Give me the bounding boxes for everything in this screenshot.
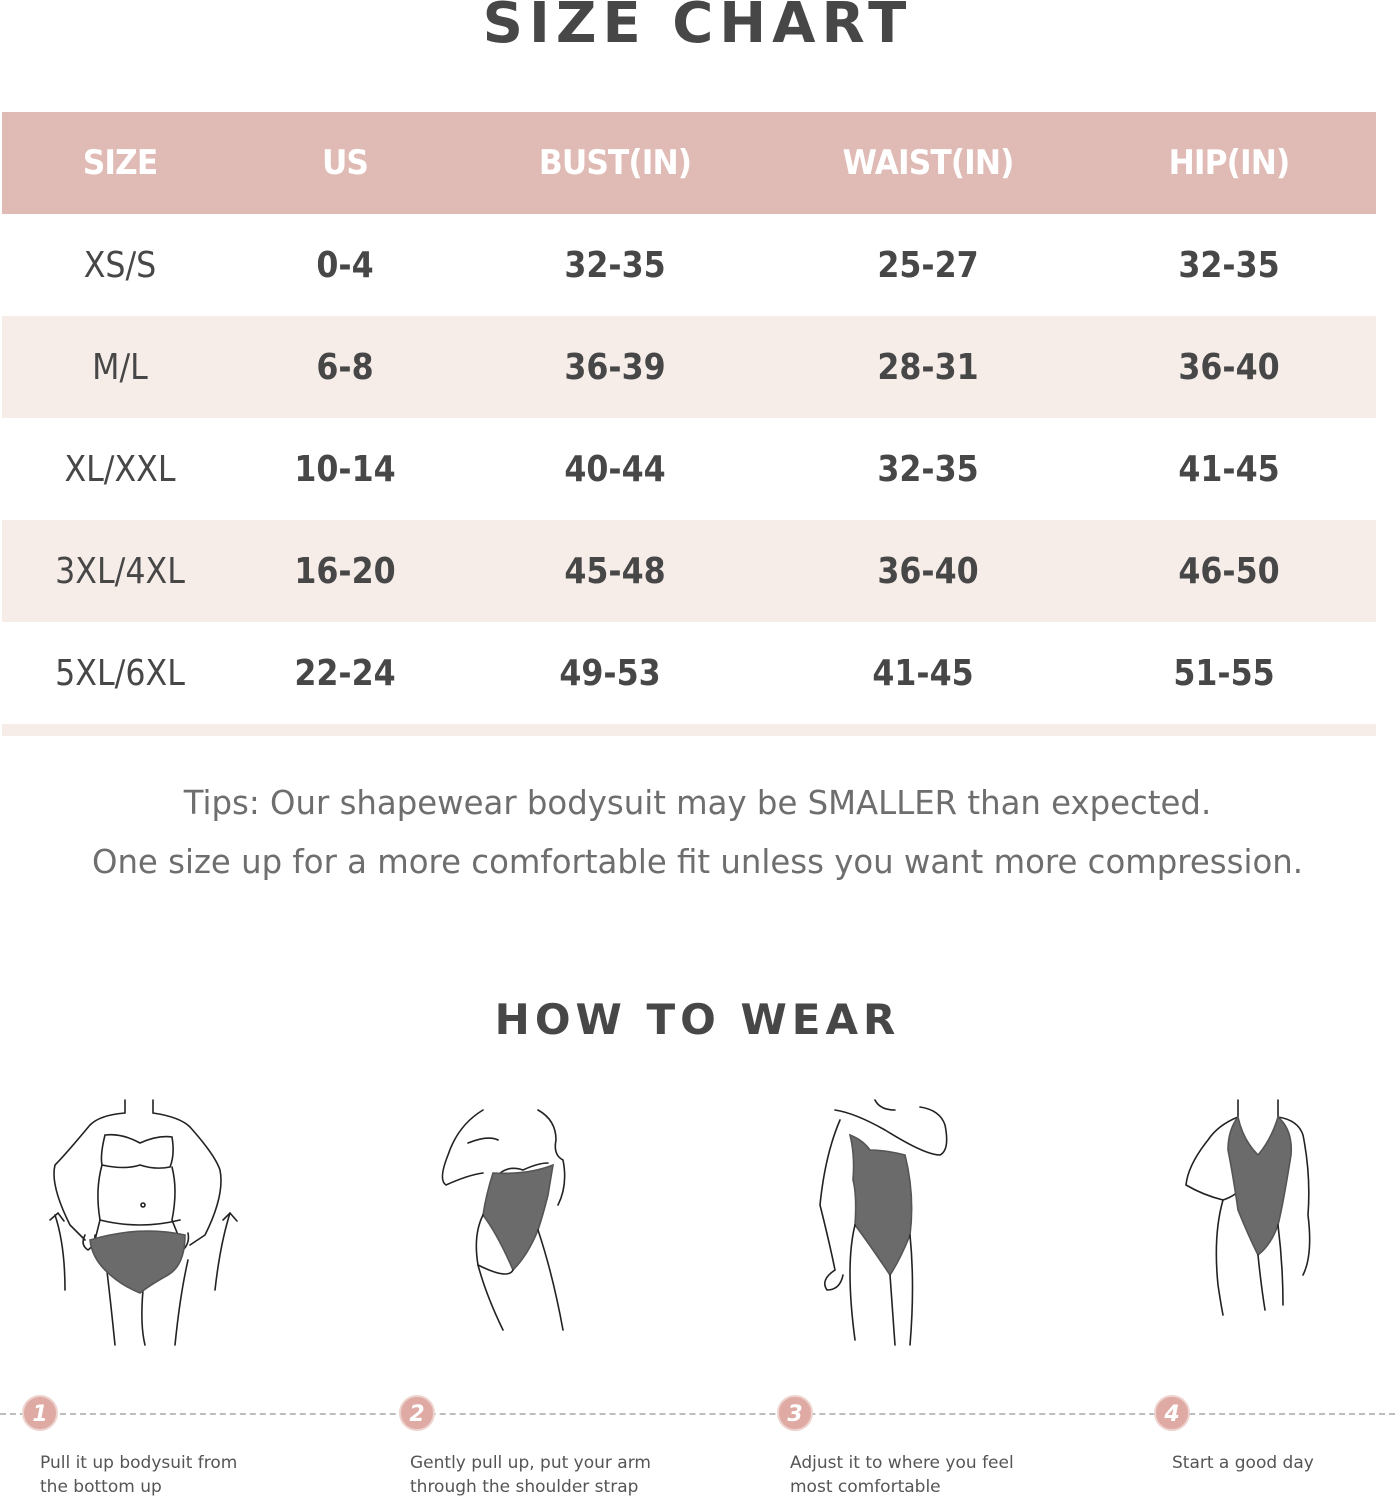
step-4-badge: 4 — [1154, 1395, 1190, 1431]
step-2-text: Gently pull up, put your arm through the… — [410, 1451, 651, 1499]
table-header-row: SIZE US BUST(IN) WAIST(IN) HIP(IN) — [2, 112, 1376, 214]
cell-us: 0-4 — [316, 244, 374, 286]
adjust-strap-illustration — [815, 1095, 980, 1355]
step-4-line-1: Start a good day — [1172, 1453, 1314, 1473]
step-1-line-1: Pull it up bodysuit from — [40, 1453, 238, 1473]
cell-waist: 36-40 — [877, 550, 979, 592]
header-size: SIZE — [82, 143, 158, 183]
step-2-line-1: Gently pull up, put your arm — [410, 1453, 651, 1473]
cell-bust: 49-53 — [559, 652, 661, 694]
header-us: US — [321, 143, 369, 183]
step-1-text: Pull it up bodysuit from the bottom up — [40, 1451, 237, 1499]
step-1-badge: 1 — [22, 1395, 58, 1431]
cell-us: 10-14 — [294, 448, 396, 490]
table-row: XL/XXL 10-14 40-44 32-35 41-45 — [2, 418, 1376, 520]
cell-bust: 40-44 — [564, 448, 666, 490]
cell-hip: 46-50 — [1178, 550, 1280, 592]
step-2-badge: 2 — [399, 1395, 435, 1431]
step-1-line-2: the bottom up — [40, 1477, 162, 1497]
cell-bust: 45-48 — [564, 550, 666, 592]
cell-waist: 41-45 — [872, 652, 974, 694]
table-footer-bar — [2, 724, 1376, 736]
step-3-line-2: most comfortable — [790, 1477, 941, 1497]
cell-bust: 36-39 — [564, 346, 666, 388]
size-chart-table: SIZE US BUST(IN) WAIST(IN) HIP(IN) XS/S … — [2, 112, 1376, 724]
cell-size: XL/XXL — [64, 448, 176, 490]
cell-us: 6-8 — [316, 346, 374, 388]
pull-up-bottoms-illustration — [40, 1095, 250, 1355]
cell-hip: 51-55 — [1173, 652, 1275, 694]
cell-size: M/L — [92, 346, 148, 388]
cell-size: 3XL/4XL — [55, 550, 185, 592]
cell-waist: 32-35 — [877, 448, 979, 490]
steps-timeline — [0, 1413, 1395, 1415]
cell-waist: 28-31 — [877, 346, 979, 388]
wearing-bodysuit-illustration — [1183, 1095, 1343, 1335]
step-3-badge: 3 — [777, 1395, 813, 1431]
header-waist: WAIST(IN) — [842, 143, 1015, 183]
table-row: XS/S 0-4 32-35 25-27 32-35 — [2, 214, 1376, 316]
tips-line-1: Tips: Our shapewear bodysuit may be SMAL… — [183, 783, 1212, 822]
step-3-line-1: Adjust it to where you feel — [790, 1453, 1014, 1473]
cell-us: 22-24 — [294, 652, 396, 694]
header-bust: BUST(IN) — [538, 143, 692, 183]
table-row: M/L 6-8 36-39 28-31 36-40 — [2, 316, 1376, 418]
step-4-text: Start a good day — [1172, 1451, 1314, 1475]
cell-size: 5XL/6XL — [55, 652, 185, 694]
cell-hip: 41-45 — [1178, 448, 1280, 490]
size-chart-title: SIZE CHART — [482, 0, 913, 56]
pull-up-waist-illustration — [438, 1095, 598, 1345]
cell-waist: 25-27 — [877, 244, 979, 286]
cell-hip: 36-40 — [1178, 346, 1280, 388]
cell-bust: 32-35 — [564, 244, 666, 286]
cell-us: 16-20 — [294, 550, 396, 592]
cell-size: XS/S — [83, 244, 157, 286]
tips-line-2: One size up for a more comfortable fit u… — [91, 842, 1304, 881]
how-to-wear-title: HOW TO WEAR — [494, 995, 901, 1044]
cell-hip: 32-35 — [1178, 244, 1280, 286]
step-3-text: Adjust it to where you feel most comfort… — [790, 1451, 1014, 1499]
table-row: 5XL/6XL 22-24 49-53 41-45 51-55 — [2, 622, 1376, 724]
header-hip: HIP(IN) — [1168, 143, 1291, 183]
table-row: 3XL/4XL 16-20 45-48 36-40 46-50 — [2, 520, 1376, 622]
step-2-line-2: through the shoulder strap — [410, 1477, 639, 1497]
